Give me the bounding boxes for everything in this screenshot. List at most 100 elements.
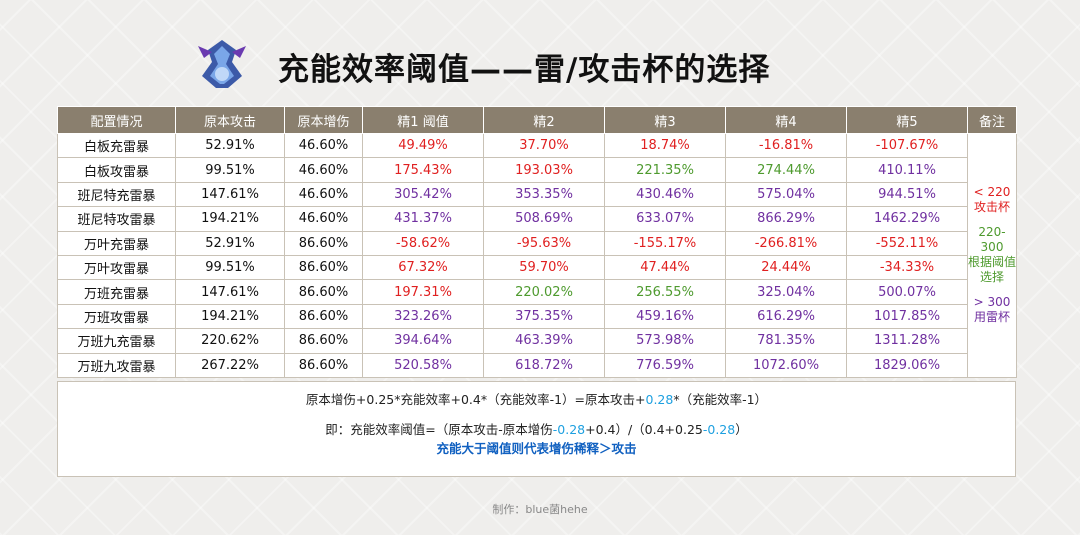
threshold-cell: 431.37% — [362, 206, 484, 232]
threshold-cell: 24.44% — [725, 254, 847, 281]
table-body: 白板充雷暴 52.91% 46.60% 49.49% 37.70% 18.74% -16.8… — [57, 132, 1017, 378]
table-row: 万班充雷暴 147.61% 86.60% 197.31% 220.02% 256.55% 3… — [57, 279, 1017, 305]
threshold-cell: 1829.06% — [846, 352, 968, 378]
formula-segment: 原本增伤+0.25*充能效率+0.4*（充能效率-1）=原本攻击+ — [305, 392, 646, 407]
threshold-cell: 508.69% — [483, 206, 605, 232]
dmg-cell: 46.60% — [284, 132, 363, 159]
threshold-cell: 776.59% — [604, 352, 726, 378]
column-header: 精2 — [483, 106, 605, 134]
threshold-cell: 463.39% — [483, 328, 605, 354]
note-block: < 220 攻击杯 — [968, 185, 1016, 215]
dmg-cell: 86.60% — [284, 352, 363, 378]
header-row: 配置情况 原本攻击 原本增伤 精1 阈值 精2 精3 精4 精5 备注 — [57, 106, 1017, 134]
table-row: 万班九攻雷暴 267.22% 86.60% 520.58% 618.72% 776.59%… — [57, 352, 1017, 378]
threshold-cell: 47.44% — [604, 254, 726, 281]
formula-segment: *（充能效率-1） — [673, 392, 768, 407]
config-cell: 万叶充雷暴 — [57, 230, 176, 256]
threshold-cell: 1017.85% — [846, 303, 968, 330]
threshold-cell: -266.81% — [725, 230, 847, 256]
threshold-cell: 410.11% — [846, 157, 968, 183]
threshold-cell: 573.98% — [604, 328, 726, 354]
config-cell: 万叶攻雷暴 — [57, 254, 176, 281]
threshold-cell: 274.44% — [725, 157, 847, 183]
threshold-cell: -16.81% — [725, 132, 847, 159]
formula-segment: +0.4）/（0.4+0.25 — [585, 422, 703, 437]
threshold-cell: 221.35% — [604, 157, 726, 183]
table: 配置情况 原本攻击 原本增伤 精1 阈值 精2 精3 精4 精5 备注 白板充雷暴 52.91% 4… — [57, 106, 1017, 378]
formula-line: 充能大于阈值则代表增伤稀释＞攻击 — [58, 439, 1015, 458]
threshold-cell: 256.55% — [604, 279, 726, 305]
threshold-cell: 575.04% — [725, 181, 847, 208]
threshold-cell: 633.07% — [604, 206, 726, 232]
atk-cell: 194.21% — [175, 206, 285, 232]
threshold-cell: 520.58% — [362, 352, 484, 378]
atk-cell: 267.22% — [175, 352, 285, 378]
note-line: > 300 — [973, 295, 1011, 310]
threshold-cell: -155.17% — [604, 230, 726, 256]
atk-cell: 99.51% — [175, 157, 285, 183]
threshold-cell: 67.32% — [362, 254, 484, 281]
config-cell: 万班九攻雷暴 — [57, 352, 176, 378]
note-line: 根据阈值 — [968, 255, 1017, 270]
atk-cell: 147.61% — [175, 279, 285, 305]
threshold-cell: 193.03% — [483, 157, 605, 183]
dmg-cell: 86.60% — [284, 303, 363, 330]
formula-segment: -0.28 — [552, 422, 586, 437]
atk-cell: 194.21% — [175, 303, 285, 330]
column-header: 精3 — [604, 106, 726, 134]
formula-segment: 即：充能效率阈值=（原本攻击-原本增伤 — [325, 422, 553, 437]
title: 充能效率阈值——雷/攻击杯的选择 — [278, 52, 771, 88]
threshold-cell: -34.33% — [846, 254, 968, 281]
icon — [198, 40, 246, 88]
table-row: 万班攻雷暴 194.21% 86.60% 323.26% 375.35% 459.16% 6… — [57, 303, 1017, 330]
note-line: 攻击杯 — [973, 200, 1010, 215]
threshold-cell: -552.11% — [846, 230, 968, 256]
dmg-cell: 86.60% — [284, 328, 363, 354]
column-header: 精1 阈值 — [362, 106, 484, 134]
threshold-cell: 325.04% — [725, 279, 847, 305]
formula-segment: ） — [735, 422, 748, 437]
config-cell: 班尼特攻雷暴 — [57, 206, 176, 232]
config-cell: 万班九充雷暴 — [57, 328, 176, 354]
threshold-cell: 220.02% — [483, 279, 605, 305]
dmg-cell: 46.60% — [284, 181, 363, 208]
config-cell: 白板充雷暴 — [57, 132, 176, 159]
threshold-cell: 197.31% — [362, 279, 484, 305]
threshold-cell: 616.29% — [725, 303, 847, 330]
note-block: 220-300 根据阈值 选择 — [968, 225, 1016, 285]
atk-cell: 99.51% — [175, 254, 285, 281]
formula-segment: 充能大于阈值则代表增伤稀释＞攻击 — [436, 441, 637, 456]
threshold-cell: -107.67% — [846, 132, 968, 159]
formula-segment: 0.28 — [645, 392, 674, 407]
column-header: 精4 — [725, 106, 847, 134]
table-row: 白板充雷暴 52.91% 46.60% 49.49% 37.70% 18.74% -16.8… — [57, 132, 1017, 378]
dmg-cell: 46.60% — [284, 157, 363, 183]
threshold-cell: 430.46% — [604, 181, 726, 208]
threshold-cell: 394.64% — [362, 328, 484, 354]
table-row: 白板攻雷暴 99.51% 46.60% 175.43% 193.03% 221.35% 27… — [57, 157, 1017, 183]
atk-cell: 220.62% — [175, 328, 285, 354]
formula-line: 即：充能效率阈值=（原本攻击-原本增伤-0.28+0.4）/（0.4+0.25-… — [58, 420, 1015, 439]
dmg-cell: 86.60% — [284, 254, 363, 281]
table-row: 万叶攻雷暴 99.51% 86.60% 67.32% 59.70% 47.44% 24.44… — [57, 254, 1017, 281]
atk-cell: 52.91% — [175, 230, 285, 256]
column-header: 原本攻击 — [175, 106, 285, 134]
dmg-cell: 86.60% — [284, 279, 363, 305]
threshold-cell: 500.07% — [846, 279, 968, 305]
threshold-cell: 1462.29% — [846, 206, 968, 232]
threshold-cell: 305.42% — [362, 181, 484, 208]
note-line: 220-300 — [978, 225, 1006, 255]
config-cell: 班尼特充雷暴 — [57, 181, 176, 208]
formula-line: 原本增伤+0.25*充能效率+0.4*（充能效率-1）=原本攻击+0.28*（充… — [58, 390, 1015, 409]
config-cell: 万班攻雷暴 — [57, 303, 176, 330]
table-row: 万叶充雷暴 52.91% 86.60% -58.62% -95.63% -155.17% -… — [57, 230, 1017, 256]
threshold-cell: 1311.28% — [846, 328, 968, 354]
column-header: 配置情况 — [57, 106, 176, 134]
threshold-cell: 323.26% — [362, 303, 484, 330]
note-cell: < 220 攻击杯 220-300 根据阈值 选择 > 300 用雷杯 — [967, 133, 1017, 378]
config-cell: 万班充雷暴 — [57, 279, 176, 305]
note-line: < 220 — [973, 185, 1011, 200]
note-block: > 300 用雷杯 — [968, 295, 1016, 325]
threshold-cell: 49.49% — [362, 132, 484, 159]
